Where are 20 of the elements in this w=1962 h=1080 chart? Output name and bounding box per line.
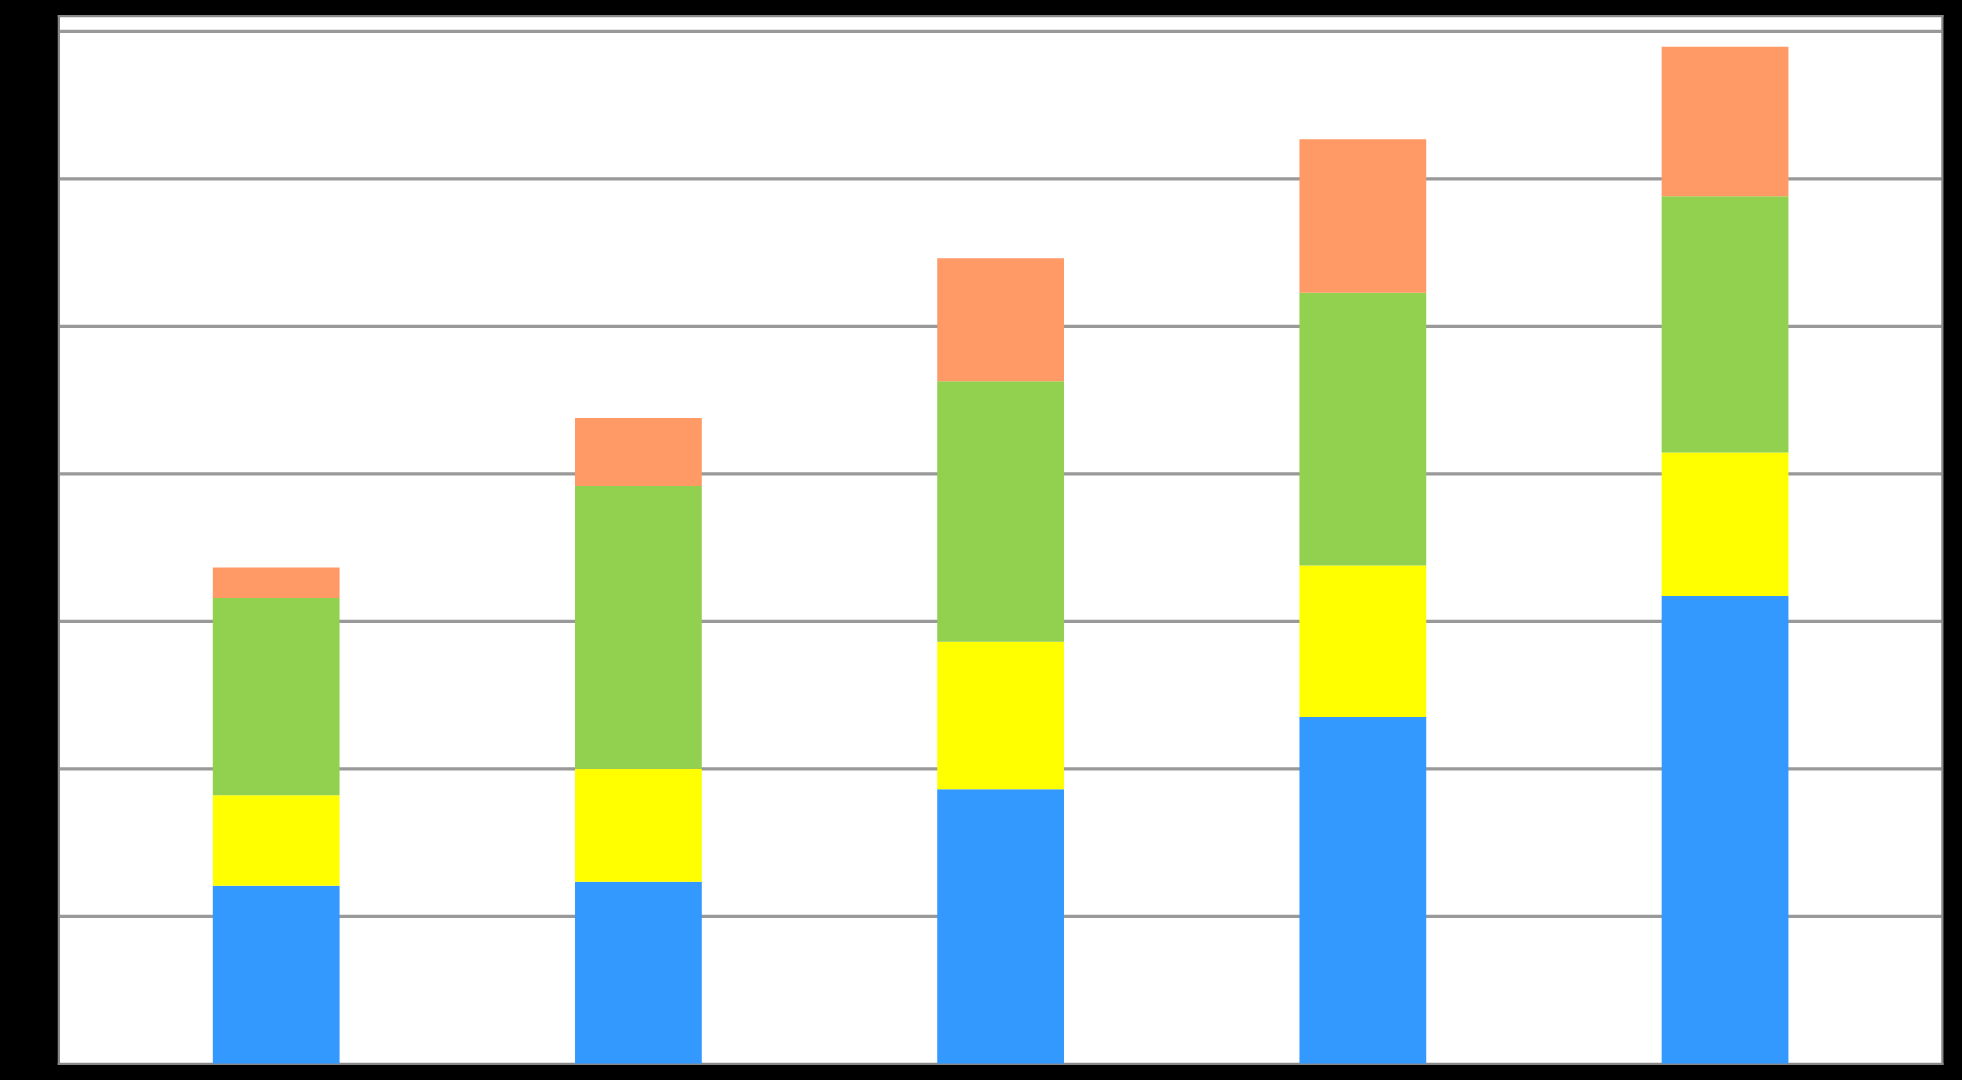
bar [1661,595,1789,1064]
bar [1661,452,1789,596]
bar [212,795,340,886]
bar [1299,292,1427,566]
bar [1299,565,1427,717]
bar [937,789,1065,1064]
bar [937,381,1065,642]
bar [937,258,1065,382]
bar [212,597,340,796]
bar [1661,46,1789,197]
bar [212,885,340,1064]
bar [575,417,702,487]
bar [1299,139,1427,293]
bar [1661,196,1789,453]
bar [1299,716,1427,1064]
bar [212,567,340,598]
bar [937,641,1065,790]
bar [575,881,702,1064]
bar [575,486,702,769]
bar [575,768,702,882]
